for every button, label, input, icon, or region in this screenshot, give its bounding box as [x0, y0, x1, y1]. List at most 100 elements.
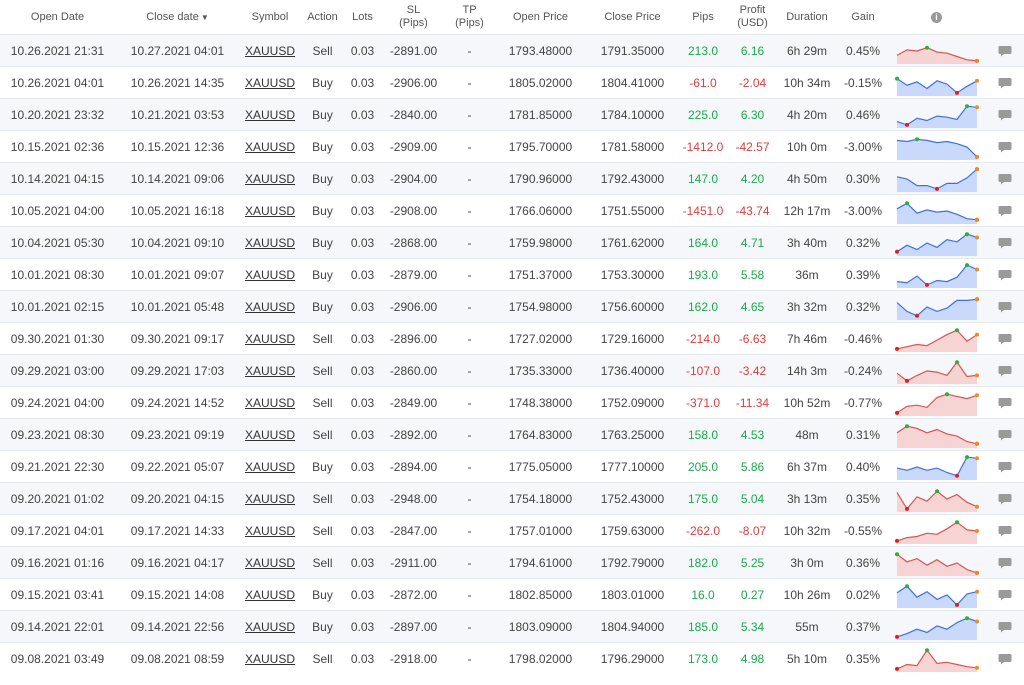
sparkline-end-marker	[974, 504, 979, 509]
sparkline-max-marker	[894, 76, 899, 81]
comment-icon[interactable]	[986, 258, 1024, 291]
symbol-link[interactable]: XAUUSD	[240, 578, 300, 611]
symbol-link[interactable]: XAUUSD	[240, 418, 300, 451]
close-price-cell: 1804.94000	[589, 610, 676, 643]
symbol-link[interactable]: XAUUSD	[240, 258, 300, 291]
action-cell: Sell	[300, 354, 345, 387]
comment-icon[interactable]	[986, 226, 1024, 259]
close-price-cell: 1781.58000	[589, 130, 676, 163]
header-open-date[interactable]: Open Date	[0, 0, 115, 35]
close-price-cell: 1796.29000	[589, 642, 676, 674]
symbol-link[interactable]: XAUUSD	[240, 98, 300, 131]
lots-cell: 0.03	[345, 34, 380, 67]
symbol-link[interactable]: XAUUSD	[240, 194, 300, 227]
symbol-link[interactable]: XAUUSD	[240, 450, 300, 483]
header-close-date[interactable]: Close date ▼	[115, 0, 240, 35]
header-open-price[interactable]: Open Price	[492, 0, 589, 35]
close-date-cell: 10.01.2021 09:07	[115, 258, 240, 291]
comment-icon[interactable]	[986, 34, 1024, 67]
symbol-link[interactable]: XAUUSD	[240, 642, 300, 674]
comment-icon[interactable]	[986, 66, 1024, 99]
sl-cell: -2904.00	[380, 162, 447, 195]
sl-cell: -2849.00	[380, 386, 447, 419]
comment-icon[interactable]	[986, 610, 1024, 643]
comment-icon[interactable]	[986, 642, 1024, 674]
open-price-cell: 1764.83000	[492, 418, 589, 451]
pips-cell: -107.0	[676, 354, 730, 387]
sparkline-end-marker	[974, 372, 979, 377]
close-date-cell: 10.04.2021 09:10	[115, 226, 240, 259]
sparkline-end-marker	[974, 570, 979, 575]
symbol-link[interactable]: XAUUSD	[240, 514, 300, 547]
close-date-cell: 10.01.2021 05:48	[115, 290, 240, 323]
header-symbol[interactable]: Symbol	[240, 0, 300, 35]
comment-icon[interactable]	[986, 482, 1024, 515]
symbol-link[interactable]: XAUUSD	[240, 34, 300, 67]
symbol-link[interactable]: XAUUSD	[240, 546, 300, 579]
symbol-link[interactable]: XAUUSD	[240, 610, 300, 643]
comment-icon[interactable]	[986, 162, 1024, 195]
header-gain[interactable]: Gain	[839, 0, 887, 35]
symbol-link[interactable]: XAUUSD	[240, 322, 300, 355]
symbol-link[interactable]: XAUUSD	[240, 386, 300, 419]
tp-cell: -	[447, 130, 492, 163]
symbol-link[interactable]: XAUUSD	[240, 226, 300, 259]
comment-icon[interactable]	[986, 194, 1024, 227]
sparkline-line	[896, 138, 977, 157]
action-cell: Sell	[300, 642, 345, 674]
symbol-link[interactable]: XAUUSD	[240, 290, 300, 323]
comment-icon[interactable]	[986, 514, 1024, 547]
sparkline-end-marker	[974, 154, 979, 159]
header-pips[interactable]: Pips	[676, 0, 730, 35]
tp-cell: -	[447, 98, 492, 131]
header-action[interactable]: Action	[300, 0, 345, 35]
header-lots[interactable]: Lots	[345, 0, 380, 35]
comment-icon[interactable]	[986, 290, 1024, 323]
comment-icon[interactable]	[986, 354, 1024, 387]
gain-cell: 0.32%	[839, 226, 887, 259]
comment-icon[interactable]	[986, 418, 1024, 451]
header-sl[interactable]: SL (Pips)	[380, 0, 447, 35]
header-close-price[interactable]: Close Price	[589, 0, 676, 35]
close-price-cell: 1756.60000	[589, 290, 676, 323]
comment-icon[interactable]	[986, 386, 1024, 419]
comment-icon[interactable]	[986, 322, 1024, 355]
pips-cell: 182.0	[676, 546, 730, 579]
comment-icon[interactable]	[986, 130, 1024, 163]
comment-icon[interactable]	[986, 450, 1024, 483]
gain-cell: -0.15%	[839, 66, 887, 99]
header-profit[interactable]: Profit (USD)	[730, 0, 775, 35]
trade-sparkline	[887, 418, 986, 451]
open-price-cell: 1775.05000	[492, 450, 589, 483]
tp-cell: -	[447, 322, 492, 355]
action-cell: Sell	[300, 322, 345, 355]
symbol-link[interactable]: XAUUSD	[240, 66, 300, 99]
profit-cell: 4.98	[730, 642, 775, 674]
header-duration[interactable]: Duration	[775, 0, 839, 35]
header-tp-label: TP	[462, 4, 477, 16]
symbol-link[interactable]: XAUUSD	[240, 482, 300, 515]
gain-cell: 0.31%	[839, 418, 887, 451]
comment-icon[interactable]	[986, 578, 1024, 611]
header-tp[interactable]: TP (Pips)	[447, 0, 492, 35]
gain-cell: 0.40%	[839, 450, 887, 483]
tp-cell: -	[447, 578, 492, 611]
sparkline-max-marker	[954, 359, 959, 364]
sparkline-line	[896, 520, 977, 541]
info-icon[interactable]: i	[931, 11, 942, 23]
lots-cell: 0.03	[345, 130, 380, 163]
symbol-link[interactable]: XAUUSD	[240, 162, 300, 195]
sparkline-end-marker	[974, 296, 979, 301]
trade-sparkline	[887, 482, 986, 515]
open-price-cell: 1802.85000	[492, 578, 589, 611]
comment-icon[interactable]	[986, 98, 1024, 131]
sparkline-max-marker	[964, 103, 969, 108]
header-lots-label: Lots	[352, 10, 373, 23]
comment-icon[interactable]	[986, 546, 1024, 579]
open-date-cell: 10.05.2021 04:00	[0, 194, 115, 227]
close-date-cell: 09.17.2021 14:33	[115, 514, 240, 547]
symbol-link[interactable]: XAUUSD	[240, 130, 300, 163]
table-header: Open Date Close date ▼ Symbol Action Lots…	[0, 0, 1024, 35]
symbol-link[interactable]: XAUUSD	[240, 354, 300, 387]
